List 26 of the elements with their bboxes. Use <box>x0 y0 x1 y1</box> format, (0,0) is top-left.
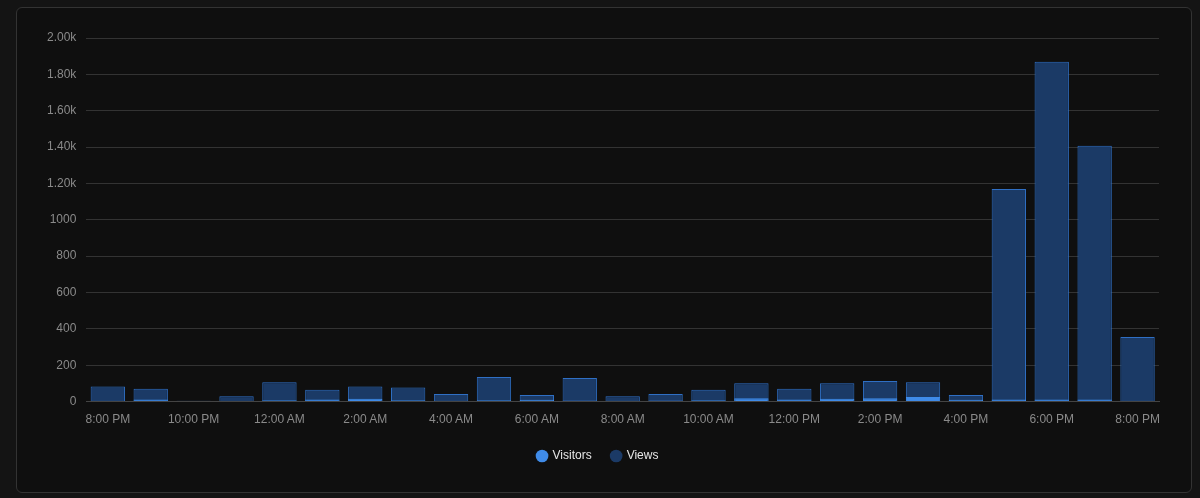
y-tick-label: 1.60k <box>47 103 78 118</box>
x-tick-label: 10:00 AM <box>683 412 734 427</box>
x-tick-label: 8:00 PM <box>85 412 131 427</box>
legend-label: Visitors <box>552 448 592 463</box>
y-tick-label: 200 <box>56 357 77 372</box>
x-tick-label: 4:00 AM <box>429 412 474 427</box>
x-tick-label: 8:00 PM <box>1115 412 1160 427</box>
y-tick-label: 1000 <box>49 212 77 227</box>
y-tick-label: 800 <box>56 248 77 263</box>
y-tick-label: 0 <box>69 393 77 408</box>
x-tick-label: 2:00 PM <box>857 412 903 427</box>
y-tick-label: 400 <box>56 321 77 336</box>
y-tick-label: 600 <box>56 284 77 299</box>
y-tick-label: 2.00k <box>47 30 78 45</box>
y-tick-label: 1.80k <box>47 66 78 81</box>
x-tick-label: 4:00 PM <box>943 412 989 427</box>
x-tick-label: 6:00 PM <box>1029 412 1075 427</box>
x-tick-label: 12:00 AM <box>254 412 305 427</box>
x-tick-label: 8:00 AM <box>600 412 645 427</box>
x-tick-label: 2:00 AM <box>343 412 388 427</box>
x-tick-label: 12:00 PM <box>768 412 820 427</box>
x-tick-label: 6:00 AM <box>514 412 559 427</box>
x-tick-label: 10:00 PM <box>167 412 220 427</box>
legend-label: Views <box>626 448 659 463</box>
y-tick-label: 1.20k <box>47 175 78 190</box>
y-tick-label: 1.40k <box>47 139 78 154</box>
